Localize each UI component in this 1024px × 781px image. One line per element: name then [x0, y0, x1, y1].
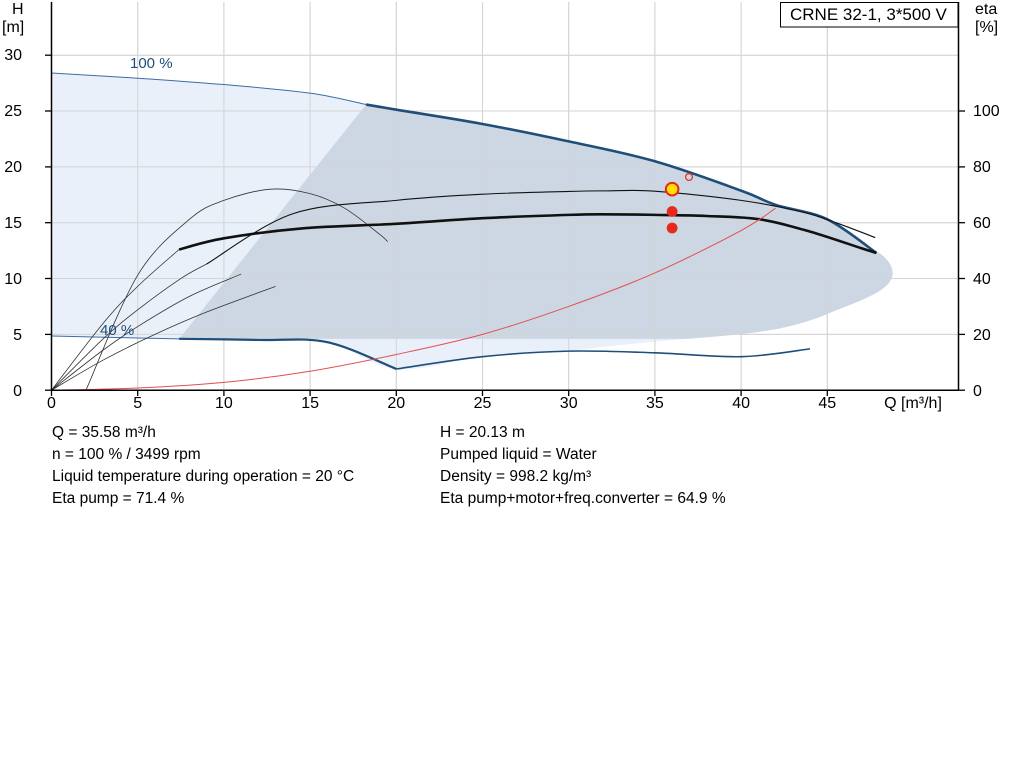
svg-text:5: 5 — [13, 327, 22, 344]
svg-text:20: 20 — [387, 395, 405, 412]
svg-text:Density = 998.2 kg/m³: Density = 998.2 kg/m³ — [440, 468, 591, 485]
svg-text:[m]: [m] — [2, 19, 24, 36]
svg-text:25: 25 — [474, 395, 492, 412]
svg-text:Eta pump = 71.4 %: Eta pump = 71.4 % — [52, 490, 184, 507]
svg-text:15: 15 — [301, 395, 319, 412]
svg-text:Q [m³/h]: Q [m³/h] — [884, 395, 942, 412]
svg-text:80: 80 — [973, 159, 991, 176]
svg-text:5: 5 — [133, 395, 142, 412]
svg-text:10: 10 — [215, 395, 233, 412]
svg-text:0: 0 — [47, 395, 56, 412]
svg-text:H = 20.13 m: H = 20.13 m — [440, 424, 525, 441]
svg-text:40 %: 40 % — [100, 322, 134, 339]
svg-text:Eta pump+motor+freq.converter: Eta pump+motor+freq.converter = 64.9 % — [440, 490, 726, 507]
svg-text:10: 10 — [4, 271, 22, 288]
svg-text:20: 20 — [973, 327, 991, 344]
svg-text:35: 35 — [646, 395, 664, 412]
svg-text:40: 40 — [973, 271, 991, 288]
svg-text:CRNE 32-1, 3*500 V: CRNE 32-1, 3*500 V — [790, 5, 948, 24]
svg-text:30: 30 — [4, 47, 22, 64]
svg-text:20: 20 — [4, 159, 22, 176]
svg-text:0: 0 — [13, 383, 22, 400]
svg-text:25: 25 — [4, 103, 22, 120]
svg-text:100: 100 — [973, 103, 1000, 120]
svg-text:30: 30 — [560, 395, 578, 412]
svg-text:40: 40 — [732, 395, 750, 412]
svg-text:eta: eta — [975, 1, 997, 18]
svg-text:Q = 35.58 m³/h: Q = 35.58 m³/h — [52, 424, 156, 441]
svg-text:[%]: [%] — [975, 19, 998, 36]
svg-text:n = 100 % / 3499 rpm: n = 100 % / 3499 rpm — [52, 446, 201, 463]
svg-text:Liquid temperature during oper: Liquid temperature during operation = 20… — [52, 468, 354, 485]
svg-text:15: 15 — [4, 215, 22, 232]
svg-text:0: 0 — [973, 383, 982, 400]
svg-text:60: 60 — [973, 215, 991, 232]
svg-text:Pumped liquid = Water: Pumped liquid = Water — [440, 446, 597, 463]
svg-text:45: 45 — [818, 395, 836, 412]
svg-text:H: H — [12, 1, 24, 18]
svg-text:100 %: 100 % — [130, 55, 173, 72]
